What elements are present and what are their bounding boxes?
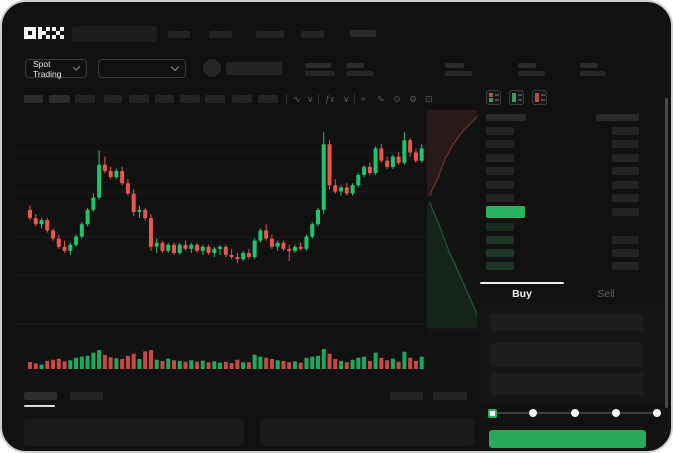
chart-style-icon[interactable]: ∿ xyxy=(293,94,301,104)
bid-row-price[interactable] xyxy=(486,223,514,231)
ask-row-amount xyxy=(612,180,639,189)
draw-tool-icon[interactable]: ✎ xyxy=(377,94,385,104)
slider-stop-0[interactable] xyxy=(487,408,497,418)
amount-input[interactable] xyxy=(490,343,643,367)
bottom-tab-active[interactable] xyxy=(24,392,57,400)
interval-button[interactable] xyxy=(155,95,174,103)
stat-label-skeleton xyxy=(346,63,364,68)
nav-item[interactable] xyxy=(256,31,284,38)
interval-button[interactable] xyxy=(232,95,252,103)
bid-row-amount xyxy=(612,249,639,257)
depth-chart xyxy=(427,110,480,334)
snapshot-icon[interactable]: ⊙ xyxy=(393,94,401,104)
indicators-icon[interactable]: ƒx xyxy=(325,94,335,104)
bid-row-price[interactable] xyxy=(486,262,514,270)
bid-row-price[interactable] xyxy=(486,236,514,244)
nav-item[interactable] xyxy=(209,31,232,38)
ask-row-amount xyxy=(612,167,639,176)
interval-button[interactable] xyxy=(180,95,200,103)
interval-button[interactable] xyxy=(24,95,43,103)
tab-buy[interactable]: Buy xyxy=(512,288,532,300)
scrollbar[interactable] xyxy=(665,98,668,408)
interval-button[interactable] xyxy=(75,95,95,103)
ask-row-amount xyxy=(612,194,639,202)
slider-stop-100[interactable] xyxy=(653,409,661,417)
slider-stop-50[interactable] xyxy=(570,409,579,417)
chevron-down-icon[interactable]: ∨ xyxy=(343,94,350,104)
bid-row-amount xyxy=(612,236,639,244)
toolbar-divider xyxy=(286,94,287,105)
tab-sell[interactable]: Sell xyxy=(597,288,615,300)
orderbook-view-bids-icon[interactable] xyxy=(509,90,524,105)
pair-selector-dropdown[interactable] xyxy=(98,59,186,78)
fullscreen-icon[interactable]: ⊡ xyxy=(425,94,433,104)
bottom-action-skeleton[interactable] xyxy=(433,392,467,400)
stat-value-skeleton xyxy=(346,71,374,76)
interval-button[interactable] xyxy=(205,95,225,103)
orders-panel-skeleton xyxy=(260,419,474,446)
orderbook-header-price-skeleton xyxy=(486,114,526,121)
ask-row-price[interactable] xyxy=(486,167,514,176)
buy-submit-button[interactable] xyxy=(489,430,646,448)
slider-stop-75[interactable] xyxy=(611,409,620,417)
chart-settings-gear-icon[interactable]: ⚙ xyxy=(409,94,418,104)
toolbar-divider xyxy=(354,94,355,105)
chevron-down-icon xyxy=(170,62,180,72)
pair-name-skeleton xyxy=(226,62,282,75)
search-input[interactable] xyxy=(72,26,157,42)
orderbook-view-both-icon[interactable] xyxy=(486,90,501,105)
orderbook-row-amount xyxy=(612,208,639,216)
last-price-badge[interactable] xyxy=(486,206,525,218)
nav-item[interactable] xyxy=(168,31,190,38)
candlestick-chart[interactable] xyxy=(17,110,427,372)
change-skeleton xyxy=(305,71,335,76)
ask-row-price[interactable] xyxy=(486,153,514,162)
okx-logo xyxy=(24,27,64,39)
orderbook-header-amount-skeleton xyxy=(596,114,639,121)
toolbar-divider xyxy=(318,94,319,105)
coin-avatar xyxy=(203,59,221,77)
chevron-down-icon[interactable]: ∨ xyxy=(307,94,314,104)
ask-row-price[interactable] xyxy=(486,180,514,189)
stat-label-skeleton xyxy=(518,63,536,68)
line-tool-icon[interactable]: ≈ xyxy=(361,94,366,104)
ask-row-price[interactable] xyxy=(486,127,514,135)
nav-item[interactable] xyxy=(350,30,376,37)
interval-button[interactable] xyxy=(49,95,70,103)
interval-button[interactable] xyxy=(104,95,122,103)
ask-row-amount xyxy=(612,127,639,135)
orders-panel-skeleton xyxy=(24,419,244,446)
stat-value-skeleton xyxy=(580,71,606,76)
bid-row-amount xyxy=(612,262,639,270)
stat-value-skeleton xyxy=(518,71,545,76)
nav-item[interactable] xyxy=(301,31,324,38)
interval-button[interactable] xyxy=(129,95,149,103)
ask-row-amount xyxy=(612,140,639,149)
market-type-label: Spot Trading xyxy=(33,58,62,79)
ask-row-amount xyxy=(612,153,639,162)
market-type-dropdown[interactable]: Spot Trading xyxy=(25,58,87,79)
stat-label-skeleton xyxy=(445,63,464,68)
ask-row-price[interactable] xyxy=(486,140,514,149)
stat-value-skeleton xyxy=(445,71,472,76)
bid-row-price[interactable] xyxy=(486,249,514,257)
buy-tab-indicator xyxy=(480,282,564,284)
ask-row-price[interactable] xyxy=(486,194,514,202)
orderbook-view-asks-icon[interactable] xyxy=(532,90,547,105)
total-input[interactable] xyxy=(490,373,643,395)
bottom-tab[interactable] xyxy=(70,392,103,400)
bottom-action-skeleton[interactable] xyxy=(390,392,423,400)
slider-stop-25[interactable] xyxy=(529,409,538,417)
interval-button[interactable] xyxy=(258,95,278,103)
price-input[interactable] xyxy=(490,314,643,331)
stat-label-skeleton xyxy=(580,63,598,68)
active-tab-underline xyxy=(24,405,55,407)
last-price-skeleton xyxy=(305,63,331,68)
